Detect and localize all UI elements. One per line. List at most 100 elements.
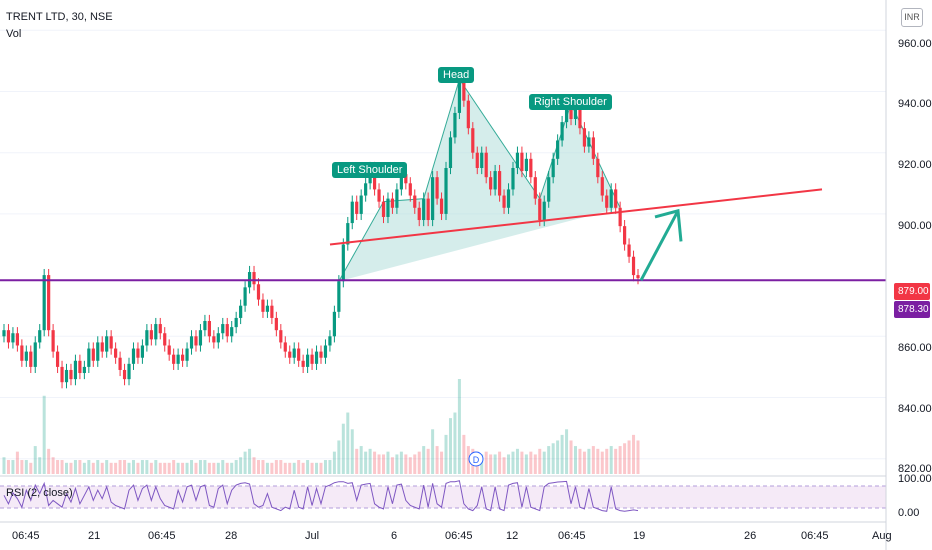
volume-bar bbox=[91, 462, 95, 474]
volume-bar bbox=[582, 451, 586, 474]
volume-bar bbox=[2, 457, 6, 474]
dividend-event-marker[interactable] bbox=[468, 451, 484, 467]
volume-bar bbox=[435, 446, 439, 474]
candle-body bbox=[64, 369, 69, 383]
volume-bar bbox=[614, 448, 618, 474]
volume-bar bbox=[114, 462, 118, 474]
volume-bar bbox=[82, 462, 86, 474]
candle-body bbox=[462, 79, 466, 101]
candle-body bbox=[297, 348, 301, 361]
volume-bar bbox=[600, 451, 604, 474]
candle-body bbox=[439, 198, 444, 214]
volume-bar bbox=[560, 434, 564, 474]
candle-body bbox=[100, 342, 104, 352]
volume-bar bbox=[627, 440, 631, 474]
candle-body bbox=[189, 336, 194, 349]
candle-body bbox=[587, 137, 591, 147]
currency-button[interactable]: INR bbox=[901, 8, 923, 27]
volume-bar bbox=[520, 451, 524, 474]
volume-bar bbox=[507, 454, 511, 474]
candle-body bbox=[431, 177, 435, 221]
candlestick-series bbox=[2, 73, 640, 389]
candle-body bbox=[408, 183, 412, 196]
candle-body bbox=[444, 168, 448, 214]
candle-body bbox=[198, 330, 203, 346]
volume-bar bbox=[386, 451, 390, 474]
volume-bar bbox=[118, 460, 122, 474]
price-tick: 860.00 bbox=[898, 342, 932, 354]
volume-bar bbox=[484, 451, 488, 474]
candle-body bbox=[6, 330, 11, 343]
volume-bar bbox=[319, 462, 323, 474]
candle-body bbox=[82, 366, 86, 374]
candle-body bbox=[578, 106, 582, 129]
candle-body bbox=[20, 345, 24, 361]
candle-body bbox=[270, 305, 274, 318]
volume-bar bbox=[261, 460, 265, 474]
candle-body bbox=[230, 327, 234, 337]
candle-body bbox=[609, 189, 613, 208]
candle-body bbox=[560, 122, 564, 141]
candle-body bbox=[591, 137, 595, 159]
candle-body bbox=[328, 336, 332, 346]
volume-bar bbox=[346, 412, 350, 474]
volume-bar bbox=[605, 448, 609, 474]
volume-bar bbox=[489, 454, 493, 474]
candle-body bbox=[475, 152, 479, 168]
candle-body bbox=[256, 284, 261, 300]
candle-body bbox=[489, 177, 493, 190]
candle-body bbox=[332, 311, 336, 337]
volume-bar bbox=[591, 446, 595, 474]
candle-body bbox=[216, 333, 220, 343]
candle-body bbox=[306, 354, 310, 367]
candle-body bbox=[573, 106, 578, 120]
candle-body bbox=[359, 195, 363, 214]
last-price-tag: 879.00 bbox=[894, 283, 930, 300]
volume-bar bbox=[502, 457, 506, 474]
volume-bar bbox=[100, 462, 104, 474]
volume-bar bbox=[225, 462, 229, 474]
volume-bar bbox=[78, 460, 82, 474]
candle-body bbox=[239, 305, 243, 318]
candle-body bbox=[140, 345, 145, 358]
volume-bar bbox=[65, 462, 69, 474]
volume-bar bbox=[198, 460, 202, 474]
volume-bar bbox=[399, 451, 403, 474]
volume-bar bbox=[448, 418, 452, 474]
rsi-line bbox=[3, 480, 639, 512]
volume-bar bbox=[297, 460, 301, 474]
projection-arrowhead bbox=[654, 208, 683, 242]
neckline bbox=[329, 188, 823, 246]
candle-body bbox=[404, 174, 408, 184]
candle-body bbox=[118, 357, 122, 370]
rsi-tick: 100.00 bbox=[898, 473, 932, 485]
candle-body bbox=[29, 351, 33, 367]
volume-bar bbox=[377, 454, 381, 474]
volume-label: Vol bbox=[6, 28, 22, 40]
candle-body bbox=[497, 171, 502, 196]
candle-body bbox=[506, 189, 511, 208]
volume-bar bbox=[306, 460, 310, 474]
candle-body bbox=[109, 336, 113, 349]
volume-bar bbox=[529, 451, 533, 474]
volume-bar bbox=[207, 462, 211, 474]
candle-body bbox=[542, 201, 546, 221]
volume-bar bbox=[538, 448, 542, 474]
candle-body bbox=[73, 360, 78, 380]
candle-body bbox=[163, 333, 167, 346]
volume-bar bbox=[274, 460, 278, 474]
volume-bar bbox=[547, 446, 551, 474]
volume-bar bbox=[632, 434, 636, 474]
time-tick: 06:45 bbox=[12, 530, 40, 542]
candle-body bbox=[225, 324, 229, 337]
candle-body bbox=[136, 348, 140, 358]
price-tick: 840.00 bbox=[898, 403, 932, 415]
volume-bar bbox=[203, 460, 207, 474]
volume-bar bbox=[493, 454, 497, 474]
volume-bar bbox=[149, 462, 153, 474]
candle-body bbox=[390, 198, 395, 208]
candle-body bbox=[310, 354, 314, 364]
volume-bar bbox=[390, 457, 394, 474]
candle-body bbox=[337, 281, 341, 312]
candle-body bbox=[176, 354, 180, 364]
